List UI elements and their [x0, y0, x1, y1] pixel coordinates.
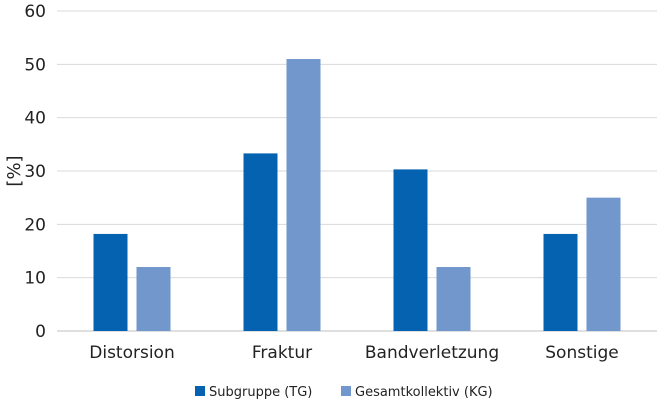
y-tick-label: 40	[24, 109, 46, 129]
legend-item-kg[interactable]: Gesamtkollektiv (KG)	[341, 385, 493, 400]
x-axis-categories: Distorsion Fraktur Bandverletzung Sonstige	[89, 343, 618, 363]
bars	[93, 59, 621, 331]
legend[interactable]: Subgruppe (TG) Gesamtkollektiv (KG)	[195, 385, 493, 400]
y-tick-label: 0	[35, 322, 46, 342]
bar-bandverletzung-kg	[436, 267, 471, 331]
y-tick-label: 20	[24, 215, 46, 235]
legend-swatch	[341, 386, 351, 396]
x-category-label: Distorsion	[89, 343, 174, 363]
bar-distorsion-kg	[136, 267, 171, 331]
y-tick-label: 10	[24, 269, 46, 289]
y-axis-ticks: 0 10 20 30 40 50 60	[24, 2, 46, 342]
x-category-label: Fraktur	[252, 343, 312, 363]
y-tick-label: 60	[24, 2, 46, 22]
y-axis-title: [%]	[4, 155, 25, 186]
bar-sonstige-kg	[586, 197, 621, 331]
bar-fraktur-tg	[243, 153, 278, 331]
legend-item-tg[interactable]: Subgruppe (TG)	[195, 385, 312, 400]
y-tick-label: 50	[24, 55, 46, 75]
bar-bandverletzung-tg	[393, 169, 428, 331]
x-category-label: Bandverletzung	[365, 343, 499, 363]
y-tick-label: 30	[24, 162, 46, 182]
bar-distorsion-tg	[93, 233, 128, 331]
legend-label: Subgruppe (TG)	[209, 385, 312, 400]
legend-label: Gesamtkollektiv (KG)	[355, 385, 493, 400]
bar-sonstige-tg	[543, 233, 578, 331]
legend-swatch	[195, 386, 205, 396]
x-category-label: Sonstige	[545, 343, 618, 363]
bar-fraktur-kg	[286, 59, 321, 331]
